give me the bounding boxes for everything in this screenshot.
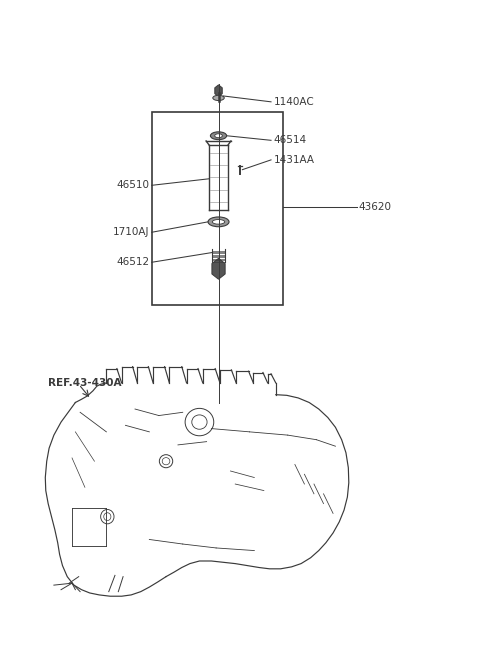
- Ellipse shape: [104, 513, 111, 521]
- Ellipse shape: [192, 415, 207, 429]
- Text: 46512: 46512: [116, 257, 149, 267]
- Text: 43620: 43620: [359, 202, 391, 212]
- Text: 1710AJ: 1710AJ: [113, 227, 149, 237]
- Polygon shape: [215, 85, 222, 97]
- Ellipse shape: [185, 408, 214, 436]
- Text: 46514: 46514: [274, 136, 307, 145]
- Ellipse shape: [215, 134, 222, 138]
- Ellipse shape: [212, 219, 225, 224]
- Ellipse shape: [208, 217, 229, 227]
- Text: REF.43-430A: REF.43-430A: [48, 378, 121, 388]
- Text: 1431AA: 1431AA: [274, 155, 314, 165]
- Polygon shape: [212, 258, 225, 279]
- Bar: [152, 112, 283, 305]
- Text: 1140AC: 1140AC: [274, 97, 314, 107]
- Ellipse shape: [210, 132, 227, 140]
- Ellipse shape: [213, 96, 224, 100]
- Text: 46510: 46510: [116, 180, 149, 191]
- Ellipse shape: [162, 458, 170, 465]
- Ellipse shape: [101, 510, 114, 524]
- Ellipse shape: [159, 455, 173, 468]
